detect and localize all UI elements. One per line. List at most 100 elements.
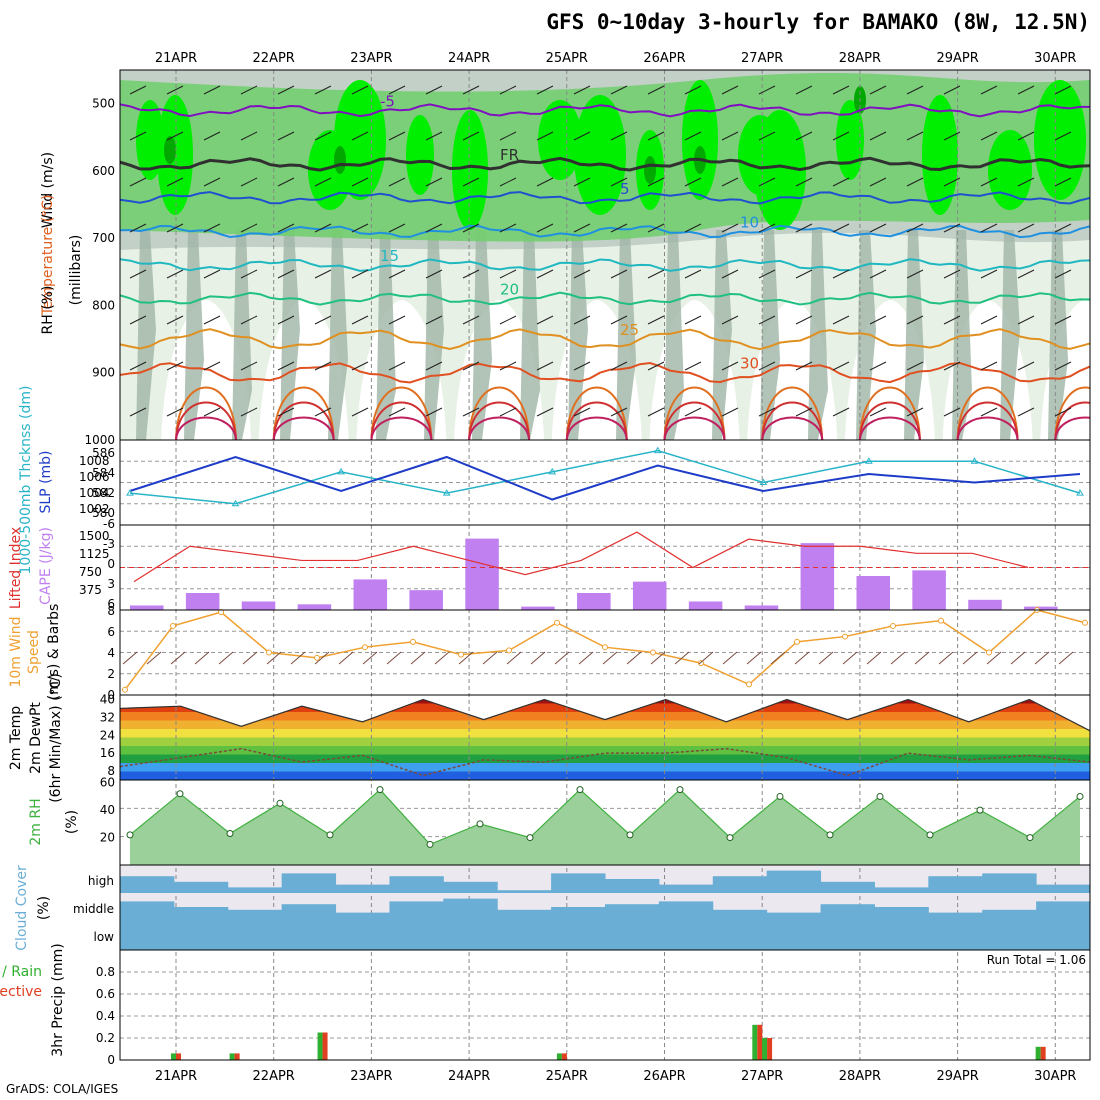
- wind-barb: [351, 361, 369, 371]
- temperature-axis-label: Temperature (°C): [40, 195, 56, 317]
- wind-barb: [277, 315, 295, 325]
- wind-barb: [314, 269, 332, 279]
- wind-barb: [536, 361, 554, 371]
- rh-humid-column: [472, 230, 492, 440]
- cape-tick: 1125: [79, 547, 110, 561]
- rh-tick: 60: [100, 776, 115, 790]
- warm-isotherm: [1054, 416, 1090, 440]
- wind-barb: [129, 223, 147, 233]
- wind-barb: [240, 361, 258, 371]
- wind-barb: [1054, 315, 1072, 325]
- wind-barb: [129, 315, 147, 325]
- wind-barb: [721, 361, 739, 371]
- cloud-cell: [335, 912, 390, 921]
- wind-barb: [499, 361, 517, 371]
- wind-barb-10m: [986, 651, 1002, 665]
- precip-conv-bar: [767, 1038, 773, 1060]
- temp-band: [120, 699, 1090, 704]
- wind-speed-point: [314, 654, 320, 661]
- precip-tick: 0.8: [96, 965, 115, 979]
- slp-tick: 1006: [79, 470, 110, 484]
- rh-humid-column: [904, 230, 924, 440]
- run-total-label: Run Total = 1.06: [987, 953, 1086, 967]
- rh-tick: 20: [100, 831, 115, 845]
- cloud-cell: [712, 876, 768, 893]
- rh-point: [226, 829, 234, 837]
- wind-barb: [869, 177, 887, 187]
- cloud-cell: [766, 921, 822, 950]
- warm-isotherm: [761, 401, 824, 440]
- rh-point: [326, 831, 334, 839]
- wind-barb: [1054, 269, 1072, 279]
- wind-axis-label: Wind (m/s): [40, 152, 56, 228]
- isotherm-line: [120, 328, 1090, 351]
- cloud-cell: [982, 909, 1037, 921]
- wind-barb-10m: [242, 651, 258, 665]
- cloud-cell: [874, 921, 929, 950]
- precip-total-bar: [229, 1053, 235, 1060]
- wind-barb: [203, 223, 221, 233]
- wind-speed-point: [170, 622, 176, 629]
- wind-barb: [166, 131, 184, 141]
- cloud-cell: [712, 909, 768, 921]
- cloud-cell: [389, 876, 444, 893]
- wind-barb: [906, 407, 924, 417]
- wind-barb: [795, 85, 813, 95]
- cloud-cell: [1036, 901, 1091, 921]
- rh-saturated-cell: [682, 80, 718, 200]
- cape-tick: 375: [79, 583, 102, 597]
- wind-barb: [684, 85, 702, 95]
- thickness-line: [129, 449, 1081, 505]
- wind-barb-10m: [410, 651, 426, 665]
- wind-barb: [499, 131, 517, 141]
- wind-barb: [610, 269, 628, 279]
- wind-barb: [832, 269, 850, 279]
- thickness-point: [442, 489, 451, 496]
- cloud-cell: [389, 921, 444, 950]
- wind-barb: [758, 269, 776, 279]
- thickness-point: [1076, 489, 1084, 496]
- temp-tick: 8: [107, 764, 115, 778]
- pressure-tick: 900: [92, 366, 115, 380]
- precip-conv-bar: [757, 1024, 763, 1060]
- wind-speed-point: [122, 686, 128, 693]
- wind-barb: [425, 177, 443, 187]
- wind-barb: [536, 177, 554, 187]
- wind-barb: [166, 269, 184, 279]
- wind-barb: [573, 131, 591, 141]
- temp-line: [119, 698, 1091, 732]
- cloud-cell: [551, 873, 606, 893]
- isotherm-line: [120, 103, 1090, 118]
- pressure-tick: 700: [92, 231, 115, 245]
- wind-barb: [647, 85, 665, 95]
- wind-barb: [906, 315, 924, 325]
- rh-axis-label: RH (%): [40, 286, 56, 335]
- wind-barb: [536, 85, 554, 95]
- cape-bar: [968, 599, 1002, 610]
- temp-band: [120, 754, 1090, 763]
- wind-barb-10m: [866, 651, 882, 665]
- wind-barb: [462, 361, 480, 371]
- wind-barb: [314, 177, 332, 187]
- cloud-cell: [982, 921, 1037, 950]
- wind-speed-point: [938, 617, 944, 624]
- cape-axis-label: CAPE (J/kg): [38, 527, 54, 605]
- rh-humid-column: [568, 230, 588, 440]
- wind-barb: [758, 131, 776, 141]
- wind-speed-point: [746, 681, 752, 688]
- wind-barb-10m: [482, 651, 498, 665]
- wind-speed-point: [506, 647, 512, 654]
- wind-barb: [869, 131, 887, 141]
- wind-barb: [573, 177, 591, 187]
- precip-tick: 0.6: [96, 987, 115, 1001]
- cloud-cell: [173, 907, 229, 921]
- wind-barb: [832, 131, 850, 141]
- rh-humid-column: [184, 230, 204, 440]
- isotherm-label: 25: [620, 321, 639, 339]
- rh2m-axis-label: 2m RH: [28, 798, 44, 845]
- rh-shading: [120, 72, 1090, 440]
- cloud-cell: [120, 921, 175, 950]
- wind-barb: [795, 361, 813, 371]
- wind-barb: [277, 177, 295, 187]
- wind-barb: [980, 315, 998, 325]
